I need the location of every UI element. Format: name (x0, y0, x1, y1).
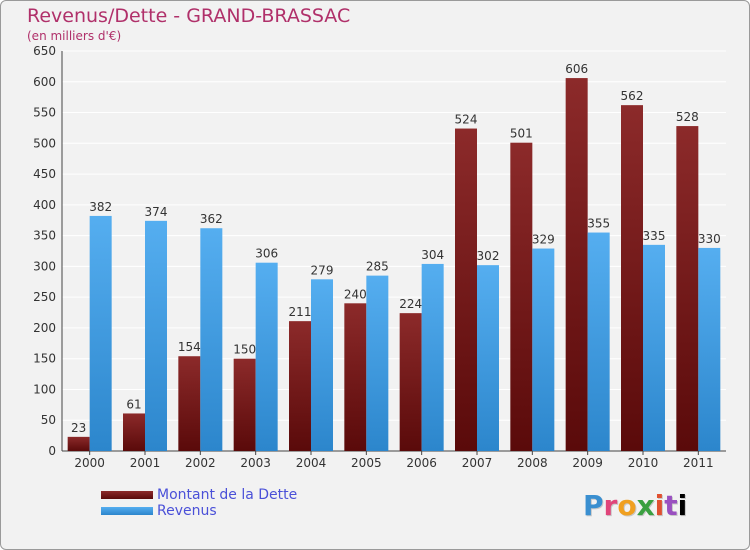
bar-revenus (145, 220, 167, 451)
proxiti-logo: Proxiti (583, 489, 688, 522)
y-tick-label: 600 (33, 75, 56, 89)
data-label-dette: 224 (399, 297, 422, 311)
data-label-revenus: 279 (311, 263, 334, 277)
chart-subtitle: (en milliers d'€) (27, 29, 122, 43)
data-label-dette: 562 (621, 89, 644, 103)
bar-dette (676, 126, 699, 452)
bar-dette (233, 358, 256, 451)
y-tick-label: 650 (33, 44, 56, 58)
bar-revenus (643, 244, 665, 451)
y-tick-label: 150 (33, 352, 56, 366)
data-label-dette: 501 (510, 127, 533, 141)
data-label-dette: 61 (126, 397, 141, 411)
data-label-dette: 23 (71, 421, 86, 435)
bar-revenus (89, 215, 112, 451)
bar-chart: 0 50 100 150 200 250 300 350 400 450 500 550 600 650 2… (33, 44, 726, 470)
bar-dette (67, 436, 90, 451)
y-tick-label: 100 (33, 382, 56, 396)
x-tick-label: 2002 (185, 456, 216, 470)
data-label-dette: 524 (455, 113, 478, 127)
y-tick-label: 0 (48, 444, 56, 458)
data-label-revenus: 330 (698, 232, 721, 246)
data-label-revenus: 306 (255, 247, 278, 261)
bar-revenus (587, 232, 610, 451)
y-tick-label: 350 (33, 229, 56, 243)
data-label-dette: 154 (178, 340, 201, 354)
data-label-revenus: 355 (587, 217, 610, 231)
y-tick-label: 550 (33, 106, 56, 120)
data-label-dette: 606 (565, 62, 588, 76)
x-tick-label: 2004 (296, 456, 327, 470)
x-tick-label: 2010 (628, 456, 659, 470)
data-label-revenus: 329 (532, 233, 555, 247)
x-tick-label: 2003 (240, 456, 271, 470)
y-tick-label: 400 (33, 198, 56, 212)
bar-revenus (421, 263, 444, 451)
bar-revenus (477, 265, 499, 451)
bar-dette (510, 142, 533, 451)
x-tick-label: 2005 (351, 456, 382, 470)
legend-label-dette: Montant de la Dette (157, 487, 298, 503)
x-tick-label: 2001 (130, 456, 161, 470)
bar-revenus (200, 228, 223, 451)
data-label-dette: 528 (676, 110, 699, 124)
y-tick-label: 250 (33, 290, 56, 304)
bar-dette (565, 78, 588, 452)
bar-revenus (698, 247, 721, 451)
bar-dette (289, 321, 311, 451)
data-label-revenus: 285 (366, 260, 389, 274)
data-label-revenus: 335 (643, 229, 666, 243)
data-label-revenus: 382 (89, 200, 112, 214)
bar-dette (178, 356, 201, 451)
bar-dette (399, 313, 422, 451)
x-tick-label: 2000 (74, 456, 105, 470)
x-tick-label: 2006 (406, 456, 437, 470)
x-tick-label: 2009 (572, 456, 603, 470)
y-tick-label: 300 (33, 259, 56, 273)
data-label-dette: 150 (233, 343, 256, 357)
y-tick-label: 50 (41, 413, 56, 427)
data-label-revenus: 374 (145, 205, 168, 219)
bar-dette (455, 128, 477, 451)
bar-revenus (366, 275, 389, 451)
bar-revenus (311, 279, 333, 451)
y-tick-label: 200 (33, 321, 56, 335)
bar-revenus (255, 262, 278, 451)
x-tick-label: 2007 (462, 456, 493, 470)
data-label-revenus: 302 (477, 249, 500, 263)
data-label-revenus: 304 (421, 248, 444, 262)
legend-swatch-revenus (101, 507, 153, 515)
bar-dette (344, 303, 367, 451)
y-tick-label: 450 (33, 167, 56, 181)
data-label-dette: 240 (344, 287, 367, 301)
x-tick-label: 2011 (683, 456, 714, 470)
bar-dette (621, 105, 643, 452)
chart-title: Revenus/Dette - GRAND-BRASSAC (27, 5, 351, 27)
bar-revenus (532, 248, 555, 451)
bar-dette (123, 413, 145, 451)
legend-label-revenus: Revenus (157, 503, 217, 519)
y-tick-label: 500 (33, 136, 56, 150)
data-label-dette: 211 (289, 305, 312, 319)
x-tick-label: 2008 (517, 456, 548, 470)
data-label-revenus: 362 (200, 212, 223, 226)
legend-swatch-dette (101, 491, 153, 499)
